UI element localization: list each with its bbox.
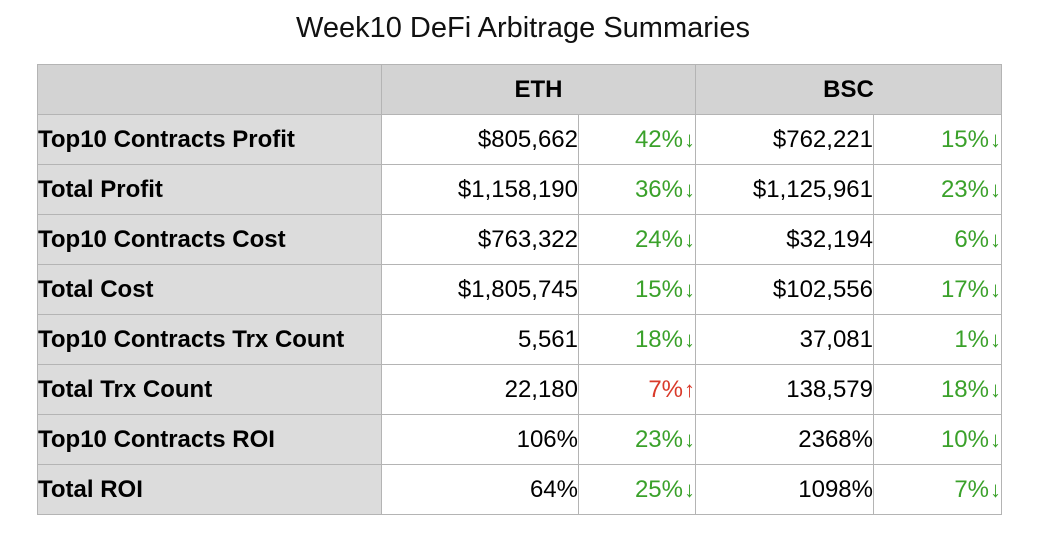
table-row: Total Cost $1,805,745 15%↓ $102,556 17%↓ [37, 264, 1002, 315]
arrow-down-icon: ↓ [990, 276, 1001, 302]
page-title: Week10 DeFi Arbitrage Summaries [296, 12, 750, 44]
row-label: Total Cost [37, 264, 382, 315]
bsc-change-cell: 17%↓ [873, 264, 1002, 315]
table-header-row: ETH BSC [37, 64, 1002, 115]
eth-change-percent: 42% [634, 125, 683, 153]
eth-change-cell: 42%↓ [578, 114, 696, 165]
bsc-value-cell: 2368% [695, 414, 874, 465]
eth-change-cell: 18%↓ [578, 314, 696, 365]
row-label: Top10 Contracts Profit [37, 114, 382, 165]
bsc-change-percent: 23% [940, 175, 989, 203]
eth-value-cell: 64% [381, 464, 579, 515]
bsc-value-cell: $1,125,961 [695, 164, 874, 215]
eth-value-cell: $1,805,745 [381, 264, 579, 315]
bsc-value-cell: $762,221 [695, 114, 874, 165]
bsc-change-cell: 6%↓ [873, 214, 1002, 265]
row-label: Top10 Contracts ROI [37, 414, 382, 465]
table-body: Top10 Contracts Profit $805,662 42%↓ $762,2… [37, 114, 1002, 515]
bsc-change-percent: 10% [940, 425, 989, 453]
arrow-down-icon: ↓ [684, 276, 695, 302]
bsc-change-percent: 18% [940, 375, 989, 403]
arrow-down-icon: ↓ [684, 326, 695, 352]
table-row: Top10 Contracts Cost $763,322 24%↓ $32,194 6… [37, 214, 1002, 265]
bsc-change-cell: 7%↓ [873, 464, 1002, 515]
bsc-value-cell: 1098% [695, 464, 874, 515]
eth-value-cell: 5,561 [381, 314, 579, 365]
eth-change-cell: 36%↓ [578, 164, 696, 215]
table-row: Top10 Contracts ROI 106% 23%↓ 2368% 10%↓ [37, 414, 1002, 465]
table-row: Total ROI 64% 25%↓ 1098% 7%↓ [37, 464, 1002, 515]
row-label: Top10 Contracts Cost [37, 214, 382, 265]
arrow-down-icon: ↓ [684, 226, 695, 252]
row-label: Total Trx Count [37, 364, 382, 415]
eth-value-cell: $805,662 [381, 114, 579, 165]
eth-change-cell: 7%↑ [578, 364, 696, 415]
bsc-change-cell: 1%↓ [873, 314, 1002, 365]
table-row: Total Trx Count 22,180 7%↑ 138,579 18%↓ [37, 364, 1002, 415]
eth-change-cell: 25%↓ [578, 464, 696, 515]
eth-change-percent: 36% [634, 175, 683, 203]
bsc-change-cell: 23%↓ [873, 164, 1002, 215]
row-label: Top10 Contracts Trx Count [37, 314, 382, 365]
header-corner-cell [37, 64, 382, 115]
eth-change-percent: 23% [634, 425, 683, 453]
arrow-down-icon: ↓ [684, 126, 695, 152]
bsc-change-percent: 17% [940, 275, 989, 303]
arrow-down-icon: ↓ [990, 176, 1001, 202]
bsc-change-percent: 15% [940, 125, 989, 153]
eth-change-cell: 23%↓ [578, 414, 696, 465]
eth-change-percent: 7% [648, 375, 683, 403]
eth-change-percent: 25% [634, 475, 683, 503]
bsc-change-cell: 10%↓ [873, 414, 1002, 465]
eth-value-cell: $763,322 [381, 214, 579, 265]
bsc-change-percent: 6% [954, 225, 989, 253]
table-row: Total Profit $1,158,190 36%↓ $1,125,961 23%↓ [37, 164, 1002, 215]
table-row: Top10 Contracts Trx Count 5,561 18%↓ 37,081… [37, 314, 1002, 365]
arrow-down-icon: ↓ [990, 126, 1001, 152]
bsc-change-percent: 1% [954, 325, 989, 353]
eth-change-percent: 15% [634, 275, 683, 303]
bsc-value-cell: 37,081 [695, 314, 874, 365]
arrow-down-icon: ↓ [990, 426, 1001, 452]
eth-change-percent: 24% [634, 225, 683, 253]
arrow-down-icon: ↓ [684, 176, 695, 202]
bsc-change-cell: 18%↓ [873, 364, 1002, 415]
bsc-change-percent: 7% [954, 475, 989, 503]
bsc-change-cell: 15%↓ [873, 114, 1002, 165]
bsc-value-cell: $102,556 [695, 264, 874, 315]
bsc-value-cell: 138,579 [695, 364, 874, 415]
table-row: Top10 Contracts Profit $805,662 42%↓ $762,2… [37, 114, 1002, 165]
column-header-eth: ETH [381, 64, 696, 115]
arrow-down-icon: ↓ [990, 376, 1001, 402]
eth-value-cell: $1,158,190 [381, 164, 579, 215]
row-label: Total Profit [37, 164, 382, 215]
bsc-value-cell: $32,194 [695, 214, 874, 265]
arrow-down-icon: ↓ [990, 476, 1001, 502]
eth-change-cell: 24%↓ [578, 214, 696, 265]
summary-table: ETH BSC Top10 Contracts Profit $805,662 42… [37, 64, 1002, 515]
arrow-up-icon: ↑ [684, 376, 695, 402]
row-label: Total ROI [37, 464, 382, 515]
arrow-down-icon: ↓ [684, 476, 695, 502]
arrow-down-icon: ↓ [684, 426, 695, 452]
column-header-bsc: BSC [695, 64, 1002, 115]
eth-value-cell: 106% [381, 414, 579, 465]
eth-value-cell: 22,180 [381, 364, 579, 415]
arrow-down-icon: ↓ [990, 326, 1001, 352]
eth-change-percent: 18% [634, 325, 683, 353]
eth-change-cell: 15%↓ [578, 264, 696, 315]
arrow-down-icon: ↓ [990, 226, 1001, 252]
